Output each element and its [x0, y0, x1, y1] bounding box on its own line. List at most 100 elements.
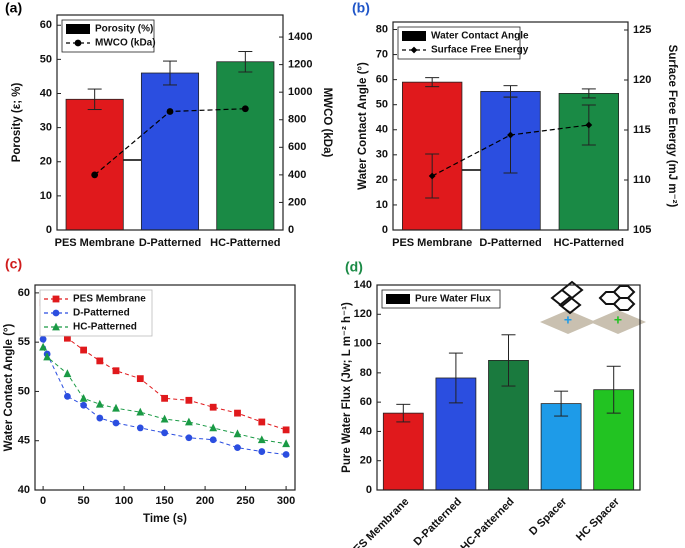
- y2-tick-label: 110: [633, 174, 651, 186]
- y2-tick-label: 125: [633, 24, 651, 36]
- hexagon-spacer-icon: [598, 285, 636, 311]
- marker: [74, 39, 82, 47]
- panel: (b) 0 10 20 30 40 50 60 70 80 105 110 115 120 125 Water…: [352, 0, 678, 249]
- membrane-icon: [590, 310, 646, 334]
- legend-swatch: [402, 31, 426, 41]
- x-tick-label: HC-Patterned: [210, 237, 280, 249]
- x-tick-label: PES Membrane: [346, 496, 411, 548]
- marker: [136, 424, 144, 432]
- y-tick-label: 20: [360, 455, 372, 467]
- marker: [112, 419, 120, 427]
- legend-label: Pure Water Flux: [415, 294, 491, 305]
- y-tick-label: 10: [40, 190, 52, 202]
- y-tick-label: 40: [376, 124, 388, 136]
- y-tick-label: 60: [360, 396, 372, 408]
- marker: [209, 436, 217, 444]
- marker: [410, 46, 418, 54]
- y-tick-label: 50: [40, 53, 52, 65]
- plot-frame: [34, 284, 296, 491]
- plot-frame: [56, 14, 284, 231]
- marker: [185, 434, 193, 442]
- marker: [52, 309, 60, 317]
- y-tick-label: 140: [354, 279, 372, 291]
- marker: [136, 375, 144, 383]
- x-tick-label: D-Patterned: [139, 237, 201, 249]
- bar: [382, 412, 424, 491]
- panel: (a)0102030405060020040060080010001200140…: [5, 0, 333, 249]
- y-tick-label: 70: [376, 48, 388, 60]
- legend: Water Contact Angle Surface Free Energy: [397, 26, 529, 60]
- y2-tick-label: 1200: [288, 59, 312, 71]
- y-tick-label: 20: [40, 156, 52, 168]
- error-bar: [87, 88, 102, 111]
- x-tick-label: 300: [277, 495, 295, 507]
- y-tick-label: 60: [18, 287, 30, 299]
- error-bar: [238, 51, 253, 73]
- bar: [540, 403, 582, 491]
- x-tick-label: 200: [196, 495, 214, 507]
- y-tick-label: 80: [376, 23, 388, 35]
- x-tick-label: HC Spacer: [574, 495, 622, 543]
- marker: [234, 444, 241, 452]
- legend-label: Water Contact Angle: [431, 31, 529, 42]
- marker: [282, 451, 290, 458]
- x-tick-label: 0: [40, 495, 46, 507]
- y2-tick-label: 600: [288, 141, 306, 153]
- x-tick-label: 100: [115, 495, 133, 507]
- y-tick-label: 50: [18, 385, 30, 397]
- marker: [39, 342, 47, 351]
- legend-label: PES Membrane: [73, 294, 146, 305]
- y2-tick-label: 200: [288, 196, 306, 208]
- marker: [39, 335, 47, 343]
- marker: [209, 403, 217, 411]
- error-bar: [606, 365, 621, 414]
- error-bar: [448, 352, 463, 404]
- x-tick-label: PES Membrane: [55, 237, 135, 249]
- x-axis-label: Time (s): [143, 513, 187, 525]
- legend: PES Membrane D-Patterned HC-Patterned: [39, 289, 153, 337]
- legend: Porosity (%) MWCO (kDa): [61, 19, 156, 53]
- y2-axis-label: Surface Free Energy (mJ m⁻²): [666, 45, 678, 208]
- y-tick-label: 10: [376, 199, 388, 211]
- marker: [96, 414, 104, 422]
- y-tick-label: 45: [18, 435, 30, 447]
- marker: [209, 423, 218, 432]
- y-tick-label: 60: [40, 19, 52, 31]
- y-tick-label: 30: [376, 149, 388, 161]
- bar: [65, 98, 124, 231]
- bar: [140, 72, 200, 231]
- panel-label: (d): [345, 259, 363, 275]
- diamond-spacer-icon: [550, 280, 584, 315]
- plus-icon: +: [614, 312, 622, 328]
- x-tick-label: D-Patterned: [412, 496, 465, 548]
- y-tick-label: 80: [360, 367, 372, 379]
- y-axis-label: Water Contact Angle (°): [357, 62, 369, 190]
- y-axis-label: Water Contact Angle (°): [3, 323, 15, 451]
- marker: [161, 394, 168, 402]
- panel-label: (c): [5, 256, 22, 272]
- marker: [234, 409, 241, 417]
- marker: [112, 367, 120, 375]
- bar: [216, 61, 275, 231]
- y-axis-label: Porosity (ε; %): [11, 83, 23, 163]
- x-tick-label: D Spacer: [527, 495, 570, 538]
- y-tick-label: 30: [40, 122, 52, 134]
- y2-tick-label: 1400: [288, 31, 312, 43]
- legend-label: Porosity (%): [95, 24, 153, 35]
- marker: [95, 399, 104, 408]
- error-bar: [425, 77, 440, 88]
- legend-label: D-Patterned: [73, 308, 130, 319]
- error-bar: [163, 60, 177, 86]
- panel: (c) 40 45 50 55 60 Water Contact Angle (°) 0 50 1…: [3, 256, 296, 525]
- plot-frame: [392, 21, 629, 231]
- y-tick-label: 40: [360, 425, 372, 437]
- panel-label: (b): [352, 0, 370, 16]
- x-tick-label: 150: [155, 495, 173, 507]
- marker: [166, 108, 174, 115]
- marker: [63, 369, 72, 378]
- membrane-icon: [540, 310, 596, 334]
- legend: Pure Water Flux: [381, 289, 501, 309]
- marker: [428, 172, 436, 180]
- marker: [507, 131, 514, 139]
